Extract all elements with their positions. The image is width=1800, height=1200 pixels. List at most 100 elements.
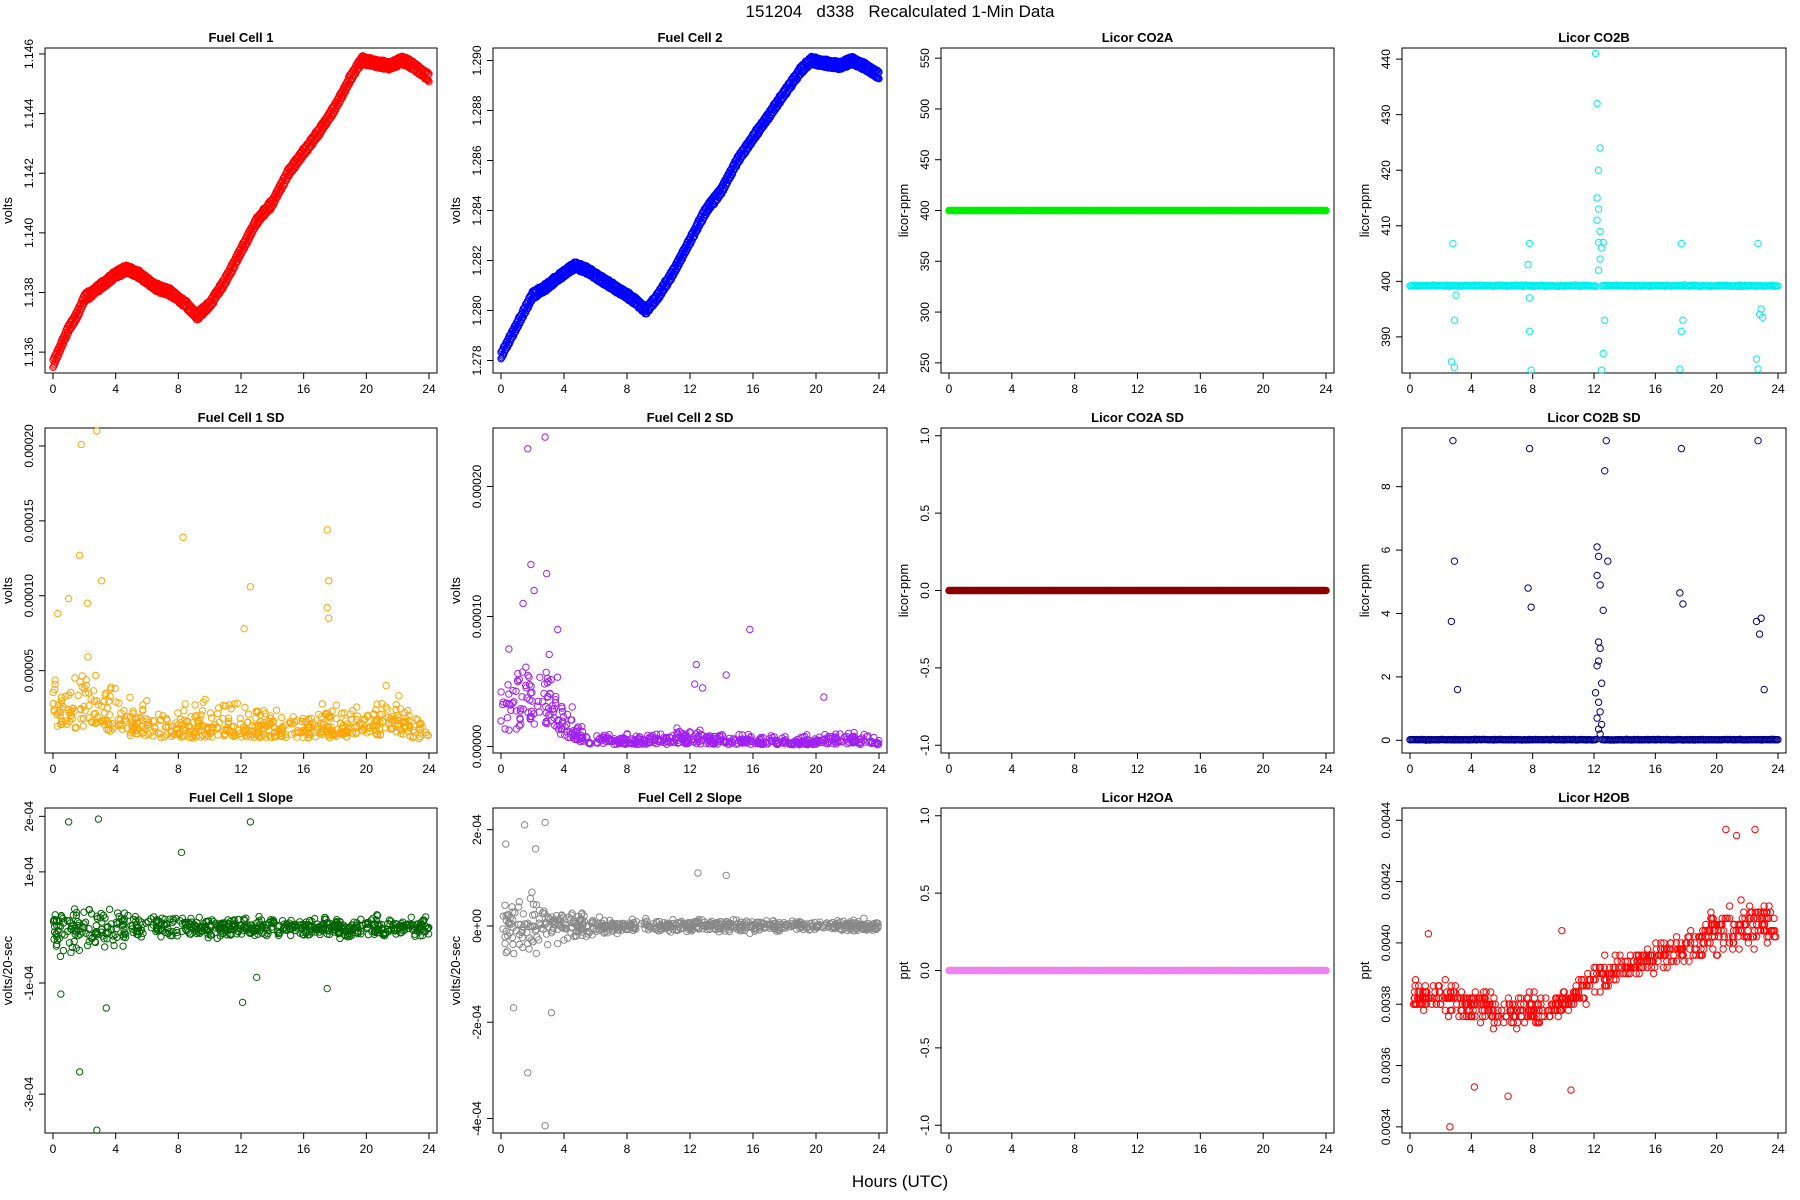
data-point xyxy=(241,703,249,712)
x-tick-label: 8 xyxy=(1071,382,1078,396)
outlier-point xyxy=(1596,708,1604,716)
data-points-fc1sd xyxy=(49,427,433,743)
outlier-point xyxy=(1757,614,1765,622)
data-point xyxy=(505,726,513,734)
x-tick-label: 8 xyxy=(1071,762,1078,776)
data-point xyxy=(515,675,524,684)
outlier-point xyxy=(1594,638,1603,646)
outlier-point xyxy=(246,583,255,591)
plot-frame xyxy=(1401,47,1787,374)
y-tick-label: 0.00005 xyxy=(22,649,36,693)
outlier-point xyxy=(1450,316,1459,324)
outlier-point xyxy=(77,440,85,449)
outlier-point xyxy=(746,625,754,634)
outlier-point xyxy=(1594,698,1603,706)
y-tick-label: 6 xyxy=(1379,546,1393,553)
x-tick-label: 8 xyxy=(1529,762,1536,776)
x-tick-label: 20 xyxy=(809,762,823,776)
x-tick-label: 4 xyxy=(112,1142,119,1156)
y-tick-label: 1.146 xyxy=(22,39,36,69)
outlier-point xyxy=(1604,557,1612,565)
figure-title: 151204 d338 Recalculated 1-Min Data xyxy=(745,2,1055,21)
data-points-fc2 xyxy=(497,52,883,363)
data-point xyxy=(198,707,207,715)
y-axis-label: volts xyxy=(0,577,15,604)
x-tick-label: 24 xyxy=(422,382,436,396)
y-tick-label: 0.5 xyxy=(918,504,932,521)
data-point xyxy=(497,688,505,696)
outlier-point xyxy=(1602,436,1610,445)
data-points-co2asd xyxy=(945,586,1330,595)
outlier-point xyxy=(722,671,730,679)
x-tick-label: 12 xyxy=(683,762,697,776)
data-point xyxy=(534,697,542,706)
data-point xyxy=(79,722,88,730)
y-tick-label: 2e-04 xyxy=(22,801,36,832)
x-tick-label: 4 xyxy=(1468,762,1475,776)
x-tick-label: 0 xyxy=(946,762,953,776)
outlier-point xyxy=(1679,316,1687,324)
outlier-point xyxy=(527,560,535,569)
outlier-point xyxy=(323,526,331,534)
x-tick-label: 12 xyxy=(234,382,248,396)
y-axis-label: volts/20-sec xyxy=(0,935,15,1005)
outlier-point xyxy=(325,577,333,585)
panel-title: Fuel Cell 2 xyxy=(657,30,722,45)
data-point xyxy=(55,351,63,359)
outlier-point xyxy=(542,569,551,578)
x-tick-label: 16 xyxy=(746,762,760,776)
data-points-fc2sd xyxy=(497,433,883,749)
x-tick-label: 24 xyxy=(872,382,886,396)
outlier-point xyxy=(1752,355,1761,363)
outlier-point xyxy=(1594,552,1603,561)
y-axis-label: volts xyxy=(448,577,463,604)
x-tick-label: 24 xyxy=(1319,762,1333,776)
data-point xyxy=(568,703,576,711)
data-point xyxy=(1322,206,1330,215)
outlier-point xyxy=(1449,436,1457,445)
outlier-point xyxy=(1594,266,1603,274)
y-tick-label: 1e-04 xyxy=(22,856,36,887)
outlier-point xyxy=(692,660,700,669)
y-tick-label: 430 xyxy=(1379,104,1393,124)
data-point xyxy=(74,691,82,700)
x-tick-label: 24 xyxy=(1771,382,1785,396)
y-tick-label: 410 xyxy=(1379,215,1393,235)
x-tick-label: 4 xyxy=(1468,382,1475,396)
x-tick-label: 20 xyxy=(1256,382,1270,396)
x-tick-label: 8 xyxy=(1529,382,1536,396)
x-tick-label: 12 xyxy=(1587,382,1601,396)
outlier-point xyxy=(820,693,828,701)
outlier-point xyxy=(505,645,513,653)
outlier-point xyxy=(83,599,92,607)
x-tick-label: 24 xyxy=(872,762,886,776)
data-point xyxy=(180,706,188,715)
y-axis-label: volts xyxy=(448,197,463,224)
x-tick-label: 20 xyxy=(1256,762,1270,776)
x-tick-label: 0 xyxy=(1407,762,1414,776)
x-tick-label: 4 xyxy=(561,762,568,776)
y-tick-label: 500 xyxy=(918,99,932,119)
outlier-point xyxy=(1597,720,1606,729)
outlier-point xyxy=(541,433,549,441)
x-tick-label: 20 xyxy=(360,762,374,776)
outlier-point xyxy=(1525,327,1534,336)
data-points-co2bsd xyxy=(1406,436,1782,744)
outlier-point xyxy=(1594,205,1603,213)
outlier-point xyxy=(75,551,84,560)
outlier-point xyxy=(530,586,538,595)
x-tick-label: 0 xyxy=(498,382,505,396)
outlier-point xyxy=(1677,239,1686,248)
x-tick-label: 20 xyxy=(809,382,823,396)
plot-frame xyxy=(1401,427,1787,754)
outlier-point xyxy=(1527,366,1535,374)
data-point xyxy=(505,690,513,698)
outlier-point xyxy=(691,680,699,688)
y-tick-label: 450 xyxy=(918,149,932,169)
x-tick-label: 16 xyxy=(746,382,760,396)
